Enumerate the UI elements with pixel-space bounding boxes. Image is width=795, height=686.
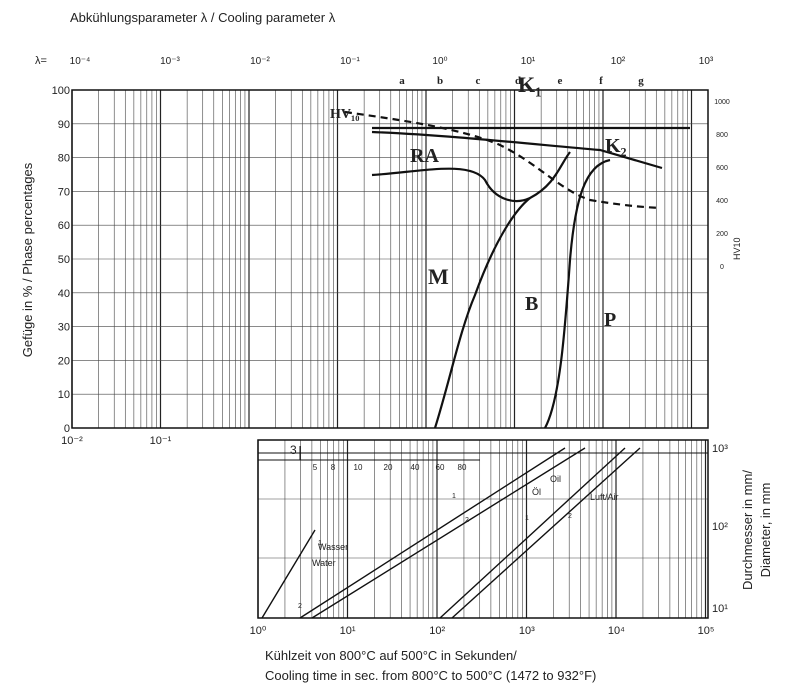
inset-scale: 5 — [313, 463, 318, 472]
x-tick-label: 10⁻² — [61, 435, 83, 447]
lambda-label: 10² — [611, 56, 626, 67]
y-tick-label: 80 — [58, 153, 70, 165]
lambda-label: 10⁻³ — [160, 56, 180, 67]
curve-label: RA — [410, 145, 439, 167]
lambda-label: 10⁻⁴ — [70, 56, 91, 67]
main-frame — [71, 89, 709, 429]
lambda-label: 10⁰ — [432, 56, 447, 67]
y-tick-label: 100 — [52, 85, 70, 97]
hardness-label: HV10 — [732, 237, 742, 260]
curve-label: K₁ — [518, 72, 542, 97]
curve-label: 2 — [465, 517, 469, 524]
curve-label: Water — [312, 558, 336, 568]
y-tick-label: 20 — [58, 355, 70, 367]
air1 — [439, 447, 626, 619]
oil1 — [299, 447, 566, 619]
air2 — [451, 447, 641, 619]
y-tick-label: 90 — [58, 119, 70, 131]
x-label: Kühlzeit von 800°C auf 500°C in Sekunden… — [265, 648, 517, 663]
y-tick-label: 50 — [58, 254, 70, 266]
curve-label: 2 — [298, 603, 302, 610]
y-tick-label: 10 — [58, 389, 70, 401]
phase-letter: f — [599, 75, 603, 87]
x-tick-label: 10⁻¹ — [150, 435, 172, 447]
x-tick-label: 10⁰ — [250, 625, 267, 637]
inset-scale: 60 — [436, 463, 445, 472]
curve-label: P — [604, 309, 616, 331]
lambda-prefix: λ= — [35, 55, 47, 67]
phase-letter: a — [399, 75, 405, 87]
inset-scale: 8 — [331, 463, 336, 472]
inset-scale: 10 — [354, 463, 363, 472]
curve-label: B — [525, 293, 538, 315]
y2-label: Diameter, in mm — [758, 483, 773, 578]
curve-label: 1 — [525, 515, 529, 522]
y-tick-label: 0 — [64, 423, 70, 435]
curve-label: 1 — [318, 540, 322, 547]
x-tick-label: 10⁵ — [698, 625, 715, 637]
oil2 — [311, 447, 586, 619]
grids — [71, 90, 708, 618]
hardness-tick: 600 — [716, 165, 728, 172]
water1 — [261, 529, 316, 619]
curve-label: 1 — [452, 493, 456, 500]
phase-letter: b — [437, 75, 443, 87]
y2-tick-label: 10¹ — [712, 603, 728, 615]
curve-label: M — [428, 264, 449, 289]
curve-label: K₂ — [605, 135, 627, 157]
y2-label: Durchmesser in mm/ — [740, 470, 755, 590]
phase-letter: e — [558, 75, 563, 87]
phase-letter: c — [476, 75, 481, 87]
x-tick-label: 10⁴ — [608, 625, 625, 637]
hardness-tick: 1000 — [714, 99, 730, 106]
x-tick-label: 10¹ — [340, 625, 356, 637]
m-curve — [433, 197, 531, 429]
x-tick-label: 10² — [429, 625, 445, 637]
lambda-label: 10¹ — [521, 56, 536, 67]
curve-label: Oil — [550, 474, 561, 484]
x-tick-label: 10³ — [519, 625, 535, 637]
y2-tick-label: 10³ — [712, 443, 728, 455]
inset-scale: 20 — [384, 463, 393, 472]
x-label: Cooling time in sec. from 800°C to 500°C… — [265, 668, 596, 683]
b-curve — [544, 158, 611, 429]
curves — [258, 110, 708, 619]
curve-label: Luft/Air — [590, 492, 619, 502]
y-tick-label: 70 — [58, 186, 70, 198]
hardness-tick: 800 — [716, 132, 728, 139]
y-tick-label: 40 — [58, 288, 70, 300]
hardness-tick: 400 — [716, 198, 728, 205]
k2-line — [371, 130, 663, 170]
lambda-label: 10⁻² — [250, 56, 270, 67]
title: Abkühlungsparameter λ / Cooling paramete… — [70, 10, 336, 25]
curve-label: 2 — [568, 513, 572, 520]
inset-scale: 80 — [458, 463, 467, 472]
curve-label: HV₁₀ — [330, 107, 359, 122]
inset-lines — [258, 446, 708, 461]
phase-letter: d — [515, 75, 521, 87]
curve-label: Öl — [532, 487, 541, 497]
hv-curve — [344, 110, 661, 210]
inset-label: 3 — [290, 443, 297, 457]
inset-scale: 40 — [411, 463, 420, 472]
curve-label: Wasser — [318, 542, 348, 552]
hardness-tick: 0 — [720, 264, 724, 271]
cooling-frame — [257, 439, 709, 619]
phase-letter: g — [638, 75, 644, 87]
ra-curve — [371, 151, 571, 203]
y-label: Gefüge in % / Phase percentages — [20, 162, 35, 357]
lambda-label: 10³ — [699, 56, 714, 67]
y-tick-label: 30 — [58, 322, 70, 334]
y-tick-label: 60 — [58, 220, 70, 232]
lambda-label: 10⁻¹ — [340, 56, 360, 67]
hardness-tick: 200 — [716, 231, 728, 238]
y2-tick-label: 10² — [712, 521, 728, 533]
